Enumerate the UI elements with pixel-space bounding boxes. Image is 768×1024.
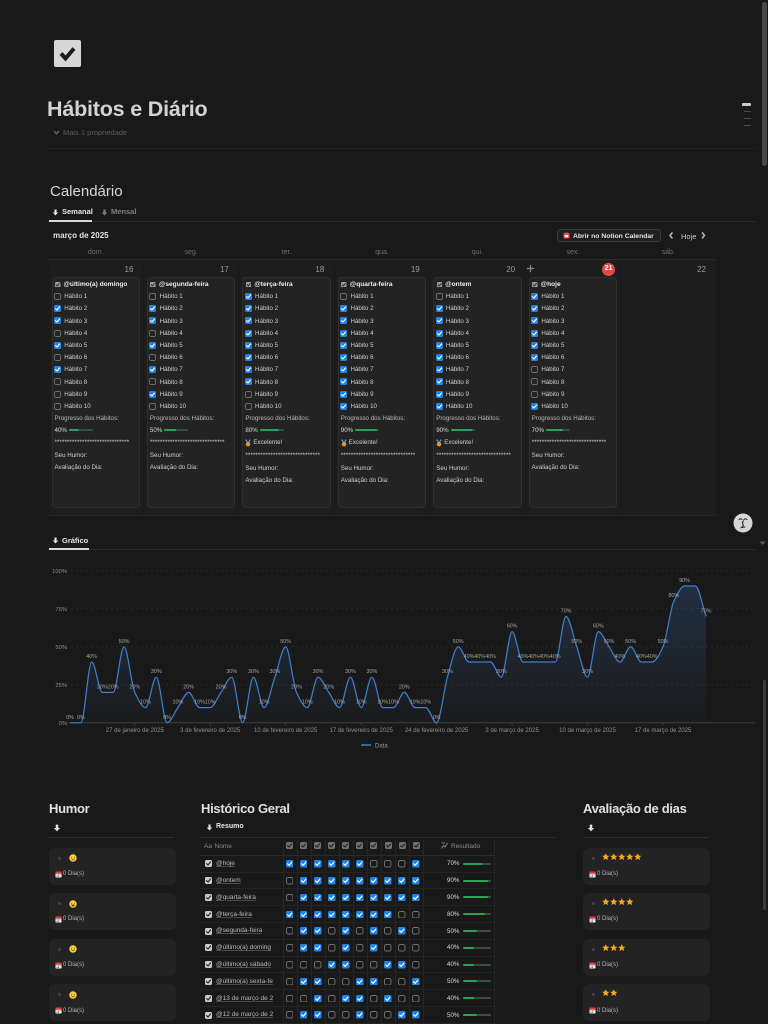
svg-text:17 de fevereiro de 2025: 17 de fevereiro de 2025	[330, 728, 394, 734]
svg-text:30%: 30%	[442, 669, 453, 675]
svg-text:Data: Data	[375, 744, 388, 750]
svg-text:90%: 90%	[679, 578, 690, 584]
svg-text:30%: 30%	[248, 669, 259, 675]
svg-text:50%: 50%	[280, 639, 291, 645]
svg-text:40%: 40%	[647, 654, 658, 660]
svg-text:10%: 10%	[420, 700, 431, 706]
svg-text:60%: 60%	[507, 624, 518, 630]
svg-text:50%: 50%	[604, 639, 615, 645]
svg-text:20%: 20%	[399, 684, 410, 690]
svg-text:25%: 25%	[55, 683, 67, 689]
svg-text:50%: 50%	[55, 645, 67, 651]
svg-text:27 de janeiro de 2025: 27 de janeiro de 2025	[106, 728, 165, 734]
svg-text:50%: 50%	[658, 639, 669, 645]
svg-text:20%: 20%	[108, 684, 119, 690]
svg-text:50%: 50%	[453, 639, 464, 645]
svg-text:24 de fevereiro de 2025: 24 de fevereiro de 2025	[405, 728, 469, 734]
svg-text:20%: 20%	[183, 684, 194, 690]
svg-text:30%: 30%	[345, 669, 356, 675]
svg-text:10%: 10%	[140, 700, 151, 706]
svg-text:30%: 30%	[496, 669, 507, 675]
svg-text:30%: 30%	[270, 669, 281, 675]
svg-text:100%: 100%	[52, 569, 67, 575]
svg-text:50%: 50%	[625, 639, 636, 645]
svg-text:40%: 40%	[615, 654, 626, 660]
svg-text:17 de março de 2025: 17 de março de 2025	[635, 728, 692, 734]
svg-text:3 de março de 2025: 3 de março de 2025	[485, 728, 539, 734]
svg-text:20%: 20%	[97, 684, 108, 690]
svg-text:10%: 10%	[205, 700, 216, 706]
svg-text:10%: 10%	[173, 700, 184, 706]
svg-text:50%: 50%	[119, 639, 130, 645]
svg-text:0%: 0%	[239, 715, 247, 721]
svg-text:40%: 40%	[485, 654, 496, 660]
svg-text:30%: 30%	[367, 669, 378, 675]
svg-text:70%: 70%	[701, 608, 712, 614]
svg-text:75%: 75%	[55, 607, 67, 613]
svg-text:40%: 40%	[528, 654, 539, 660]
svg-text:20%: 20%	[216, 684, 227, 690]
svg-text:40%: 40%	[539, 654, 550, 660]
svg-text:0%: 0%	[66, 715, 74, 721]
svg-text:20%: 20%	[323, 684, 334, 690]
svg-text:40%: 40%	[550, 654, 561, 660]
svg-text:10%: 10%	[334, 700, 345, 706]
svg-text:10%: 10%	[410, 700, 421, 706]
svg-text:10%: 10%	[388, 700, 399, 706]
svg-text:10%: 10%	[356, 700, 367, 706]
svg-text:40%: 40%	[464, 654, 475, 660]
svg-text:80%: 80%	[668, 593, 679, 599]
svg-text:40%: 40%	[518, 654, 529, 660]
svg-text:30%: 30%	[313, 669, 324, 675]
svg-text:0%: 0%	[163, 715, 171, 721]
svg-text:0%: 0%	[77, 715, 85, 721]
svg-text:10%: 10%	[302, 700, 313, 706]
svg-text:40%: 40%	[636, 654, 647, 660]
svg-text:10 de fevereiro de 2025: 10 de fevereiro de 2025	[254, 728, 318, 734]
svg-text:10 de março de 2025: 10 de março de 2025	[559, 728, 616, 734]
svg-text:30%: 30%	[151, 669, 162, 675]
svg-text:70%: 70%	[561, 608, 572, 614]
svg-text:50%: 50%	[571, 639, 582, 645]
svg-text:30%: 30%	[226, 669, 237, 675]
svg-text:3 de fevereiro de 2025: 3 de fevereiro de 2025	[180, 728, 241, 734]
svg-text:0%: 0%	[59, 721, 67, 727]
svg-text:20%: 20%	[129, 684, 140, 690]
svg-text:10%: 10%	[194, 700, 205, 706]
svg-text:40%: 40%	[474, 654, 485, 660]
svg-text:0%: 0%	[433, 715, 441, 721]
svg-text:20%: 20%	[291, 684, 302, 690]
svg-text:60%: 60%	[593, 624, 604, 630]
svg-text:30%: 30%	[582, 669, 593, 675]
svg-text:10%: 10%	[377, 700, 388, 706]
svg-text:40%: 40%	[86, 654, 97, 660]
svg-text:10%: 10%	[259, 700, 270, 706]
